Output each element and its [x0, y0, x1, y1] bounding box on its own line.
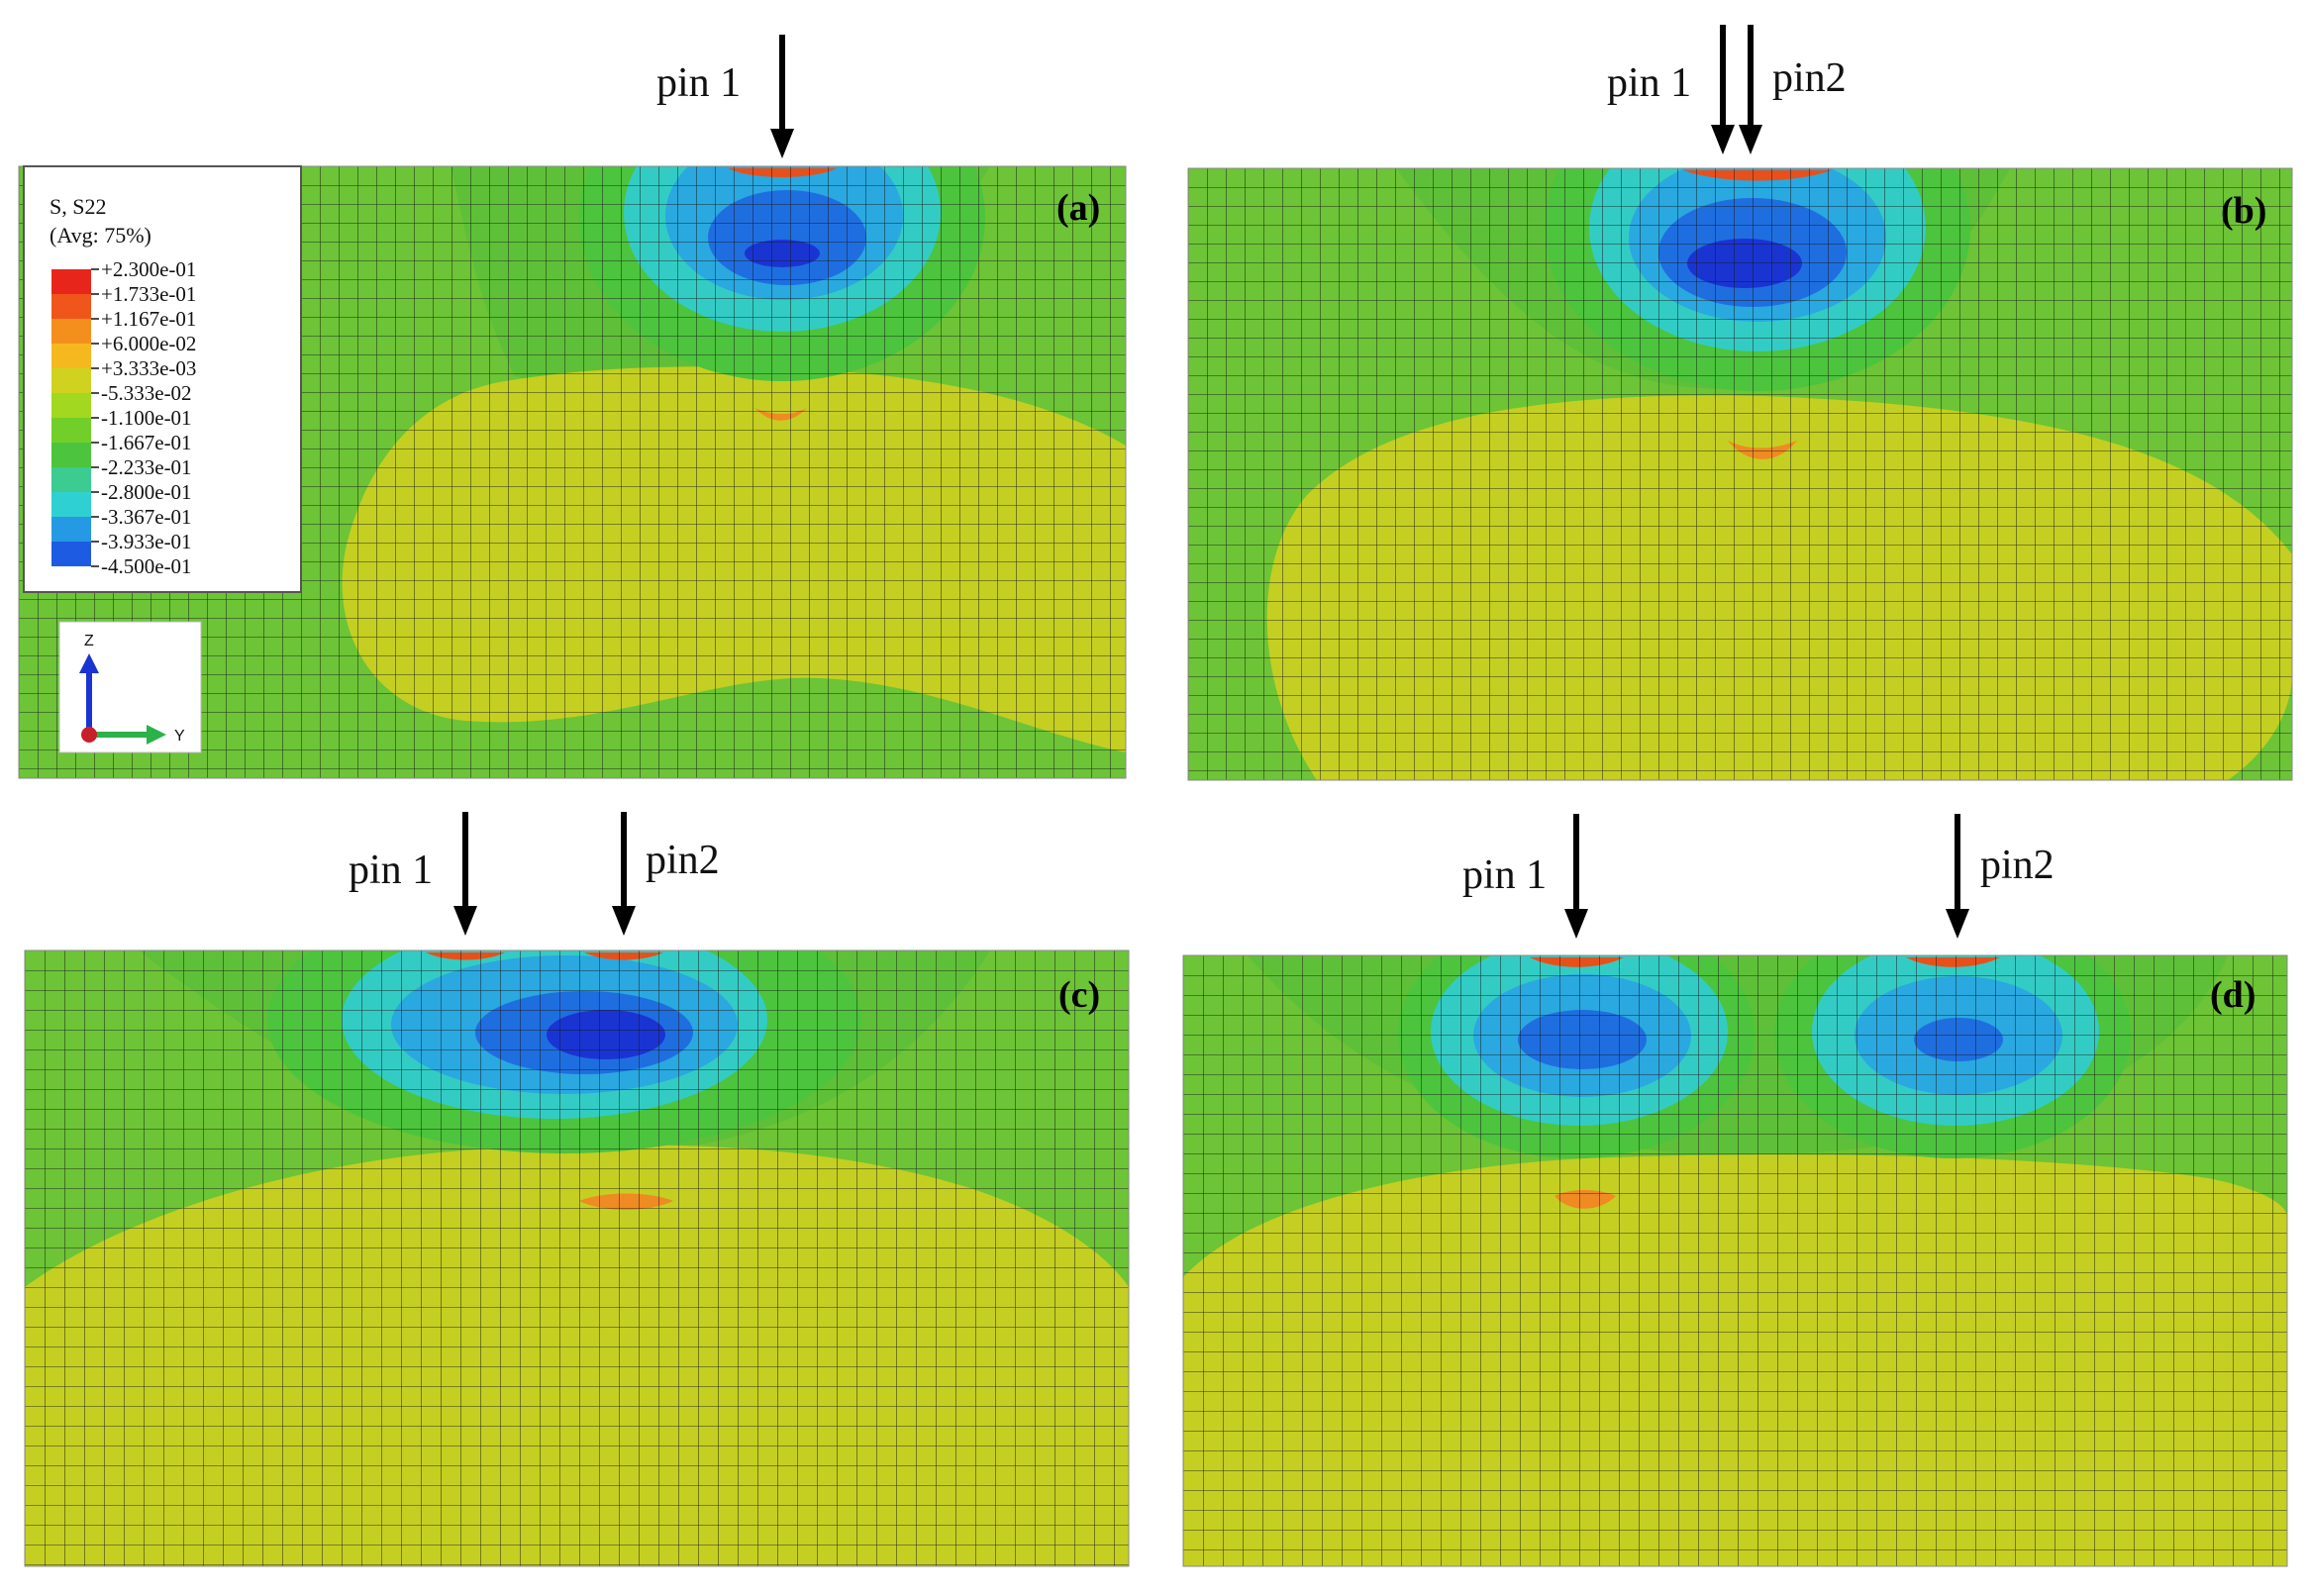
pin-arrow-icon [1739, 25, 1762, 154]
pin-arrow-icon [1564, 814, 1588, 939]
pin-arrow-icon [612, 812, 636, 936]
panel-c: (c) pin 1 pin2 [24, 812, 1130, 1567]
legend-swatch [51, 492, 91, 517]
legend-value-label: -5.333e-02 [101, 381, 192, 405]
z-arrowhead-icon [79, 653, 99, 673]
legend-value-label: +2.300e-01 [101, 257, 196, 281]
legend-swatch [51, 517, 91, 542]
mesh-b [1188, 168, 2292, 780]
pin-label-d-1: pin 1 [1462, 852, 1547, 898]
legend-swatch [51, 443, 91, 467]
x-axis-dot-icon [81, 727, 97, 743]
y-arrowhead-icon [147, 725, 166, 745]
legend-swatch [51, 294, 91, 319]
legend-title-2: (Avg: 75%) [50, 223, 151, 248]
legend-value-label: +3.333e-03 [101, 356, 196, 380]
legend-value-label: -1.667e-01 [101, 431, 192, 454]
panel-tag-a: (a) [1056, 187, 1100, 229]
y-axis-label: Y [174, 728, 185, 745]
legend-swatch [51, 418, 91, 443]
legend-value-label: +1.733e-01 [101, 282, 196, 306]
panel-tag-b: (b) [2221, 190, 2266, 232]
legend-value-label: +1.167e-01 [101, 307, 196, 331]
legend: S, S22 (Avg: 75%) +2.300e-01+1.733e-01+1… [23, 165, 302, 593]
legend-swatches: +2.300e-01+1.733e-01+1.167e-01+6.000e-02… [51, 257, 196, 578]
legend-value-label: +6.000e-02 [101, 332, 196, 355]
pin-arrow-icon [770, 35, 794, 158]
legend-value-label: -3.367e-01 [101, 505, 192, 529]
contour-plot-b [1188, 168, 2292, 780]
pin-arrow-icon [1711, 25, 1735, 154]
legend-swatch [51, 368, 91, 393]
z-axis-label: Z [84, 633, 94, 649]
pin-label-c-2: pin2 [646, 838, 720, 883]
mesh-d [1183, 955, 2287, 1566]
pin-label-b-1: pin 1 [1607, 60, 1691, 106]
pin-label-d-2: pin2 [1980, 843, 2055, 888]
legend-swatch [51, 344, 91, 368]
legend-value-label: -4.500e-01 [101, 554, 192, 578]
legend-value-label: -1.100e-01 [101, 406, 192, 430]
contour-plot-c [25, 950, 1129, 1566]
panel-a: S, S22 (Avg: 75%) +2.300e-01+1.733e-01+1… [18, 35, 1127, 779]
legend-swatch [51, 269, 91, 294]
panel-d: (d) pin 1 pin2 [1182, 814, 2288, 1567]
legend-value-label: -2.233e-01 [101, 455, 192, 479]
panel-b: (b) pin 1 pin2 [1187, 25, 2293, 781]
legend-swatch [51, 542, 91, 566]
legend-swatch [51, 467, 91, 492]
panel-tag-d: (d) [2210, 974, 2256, 1016]
mesh-c [25, 950, 1129, 1566]
pin-label-a-1: pin 1 [656, 60, 741, 106]
pin-arrow-icon [453, 812, 477, 936]
legend-swatch [51, 319, 91, 344]
pin-label-b-2: pin2 [1772, 55, 1847, 101]
panel-tag-c: (c) [1058, 974, 1100, 1016]
pin-arrow-icon [1946, 814, 1969, 939]
legend-swatch [51, 393, 91, 418]
axis-triad: Z Y [58, 621, 202, 753]
legend-value-label: -3.933e-01 [101, 530, 192, 553]
contour-plot-d [1183, 955, 2287, 1566]
pin-label-c-1: pin 1 [349, 848, 433, 893]
legend-title-1: S, S22 [50, 194, 106, 219]
legend-value-label: -2.800e-01 [101, 480, 192, 504]
